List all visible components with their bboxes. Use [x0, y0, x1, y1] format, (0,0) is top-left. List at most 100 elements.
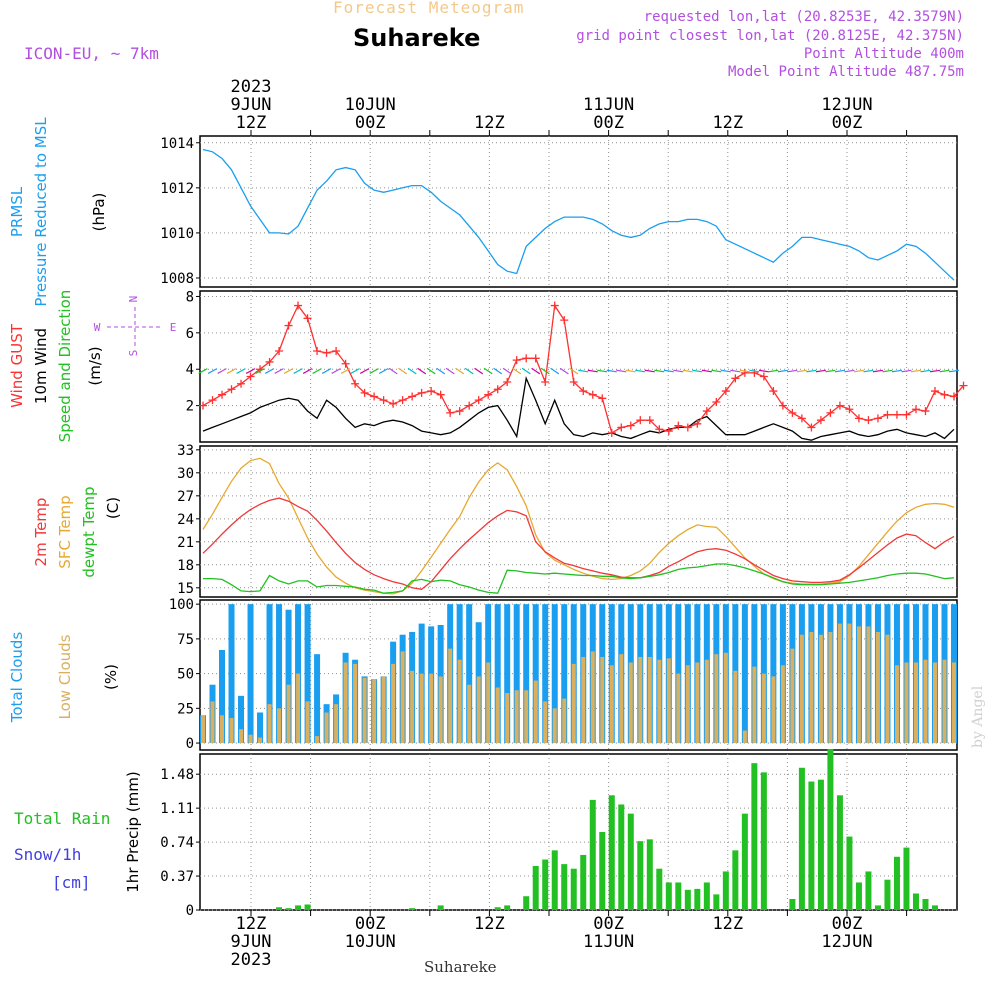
wind-direction-arrow [758, 369, 769, 373]
low-cloud-bar [286, 684, 291, 744]
rain-bar [570, 868, 577, 910]
total-clouds-label: Total Clouds [8, 632, 26, 724]
low-cloud-bar [381, 676, 386, 744]
total-cloud-bar [314, 654, 321, 744]
gust-marker [408, 392, 417, 401]
low-cloud-bar [210, 701, 215, 744]
wind-direction-arrow [673, 369, 684, 373]
wind-direction-arrow [569, 367, 579, 375]
rain-bar [751, 763, 758, 910]
rain-bar [532, 865, 539, 910]
y-tick-label: 4 [186, 362, 194, 378]
low-cloud-bar [952, 662, 956, 744]
wind-direction-arrow [720, 369, 731, 373]
wind-direction-arrow [948, 369, 960, 373]
bottom-day-label: 10JUN [345, 932, 396, 952]
low-cloud-bar [372, 679, 377, 744]
rain-bar [504, 905, 511, 910]
gust-marker [436, 390, 445, 399]
gust-marker [550, 301, 559, 310]
rain-bar [846, 836, 853, 910]
gust-marker [341, 359, 350, 368]
rain-bar [817, 779, 824, 910]
low-cloud-bar [267, 704, 272, 744]
total-cloud-bar [741, 604, 748, 744]
low-cloud-bar [353, 663, 358, 744]
model-altitude: Model Point Altitude 487.75m [727, 64, 964, 80]
low-cloud-bar [866, 626, 871, 744]
sfc-temp-label: SFC Temp [56, 495, 74, 568]
gust-marker [446, 408, 455, 417]
total-cloud-bar [285, 609, 292, 744]
wind-direction-arrow [340, 368, 351, 374]
low-cloud-bar [818, 634, 823, 744]
low-cloud-bar [429, 673, 434, 744]
rain-bar [618, 804, 625, 910]
wind-direction-arrow [654, 369, 665, 373]
rain-bar [589, 799, 596, 910]
gust-marker [246, 372, 255, 381]
wind-direction-arrow [236, 368, 246, 374]
low-cloud-bar [628, 662, 633, 744]
wind-direction-arrow [502, 367, 512, 375]
rain-bar [912, 893, 919, 910]
low-cloud-bar [419, 673, 424, 744]
panel-frame-pressure [199, 135, 958, 288]
low-cloud-bar [657, 659, 662, 744]
wind-direction-arrow [901, 369, 912, 373]
low-cloud-bar [847, 623, 852, 744]
gust-marker [227, 385, 236, 394]
wind-direction-arrow [825, 369, 836, 373]
y-tick-label: 24 [177, 512, 194, 528]
low-cloud-bar [742, 730, 747, 744]
rain-bar [732, 850, 739, 910]
wind-direction-arrow [198, 368, 208, 374]
gust-marker [826, 408, 835, 417]
y-tick-label: 100 [169, 597, 194, 613]
gust-marker [427, 387, 436, 396]
low-cloud-bar [467, 684, 472, 744]
wind-direction-arrow [853, 369, 864, 373]
wind-direction-arrow [625, 369, 636, 373]
snow-unit-label: [cm] [52, 873, 91, 892]
rain-bar [551, 850, 558, 910]
low-cloud-bar [904, 662, 909, 744]
gust-marker [683, 423, 692, 432]
low-cloud-bar [771, 676, 776, 744]
y-tick-label: 0.74 [160, 835, 194, 851]
low-cloud-bar [277, 708, 282, 744]
top-hour-label: 12Z [236, 113, 267, 133]
rain-bar [922, 898, 929, 910]
wind-direction-arrow [483, 367, 493, 375]
low-cloud-bar [885, 634, 890, 744]
y-tick-label: 18 [177, 558, 194, 574]
low-cloud-bar [600, 656, 605, 744]
gust-marker [265, 357, 274, 366]
wind-direction-arrow [302, 368, 313, 374]
total-cloud-bar [247, 604, 254, 744]
gust-marker [645, 416, 654, 425]
title-forecast-meteogram: Forecast Meteogram [333, 0, 525, 17]
top-day-label: 9JUN [231, 95, 272, 115]
compass-e: E [170, 321, 177, 334]
model-label: ICON-EU, ~ 7km [24, 44, 159, 63]
y-tick-label: 50 [177, 667, 194, 683]
gust-marker [332, 347, 341, 356]
y-tick-label: 0 [186, 736, 194, 752]
bottom-hour-label: 00Z [832, 914, 863, 934]
low-cloud-bar [248, 734, 253, 744]
y-tick-label: 1012 [160, 181, 194, 197]
wind-direction-arrow [701, 369, 712, 373]
gust-marker [778, 401, 787, 410]
wind-direction-arrow [512, 367, 522, 375]
y-tick-label: 1014 [160, 136, 194, 152]
low-cloud-bar [761, 673, 766, 744]
rain-bar [741, 813, 748, 910]
gust-marker [294, 301, 303, 310]
dewpt-label: dewpt Temp [80, 486, 98, 577]
low-cloud-bar [201, 715, 205, 744]
gust-marker [465, 401, 474, 410]
low-cloud-bar [913, 662, 918, 744]
gust-marker [873, 414, 882, 423]
total-cloud-bar [770, 604, 777, 744]
